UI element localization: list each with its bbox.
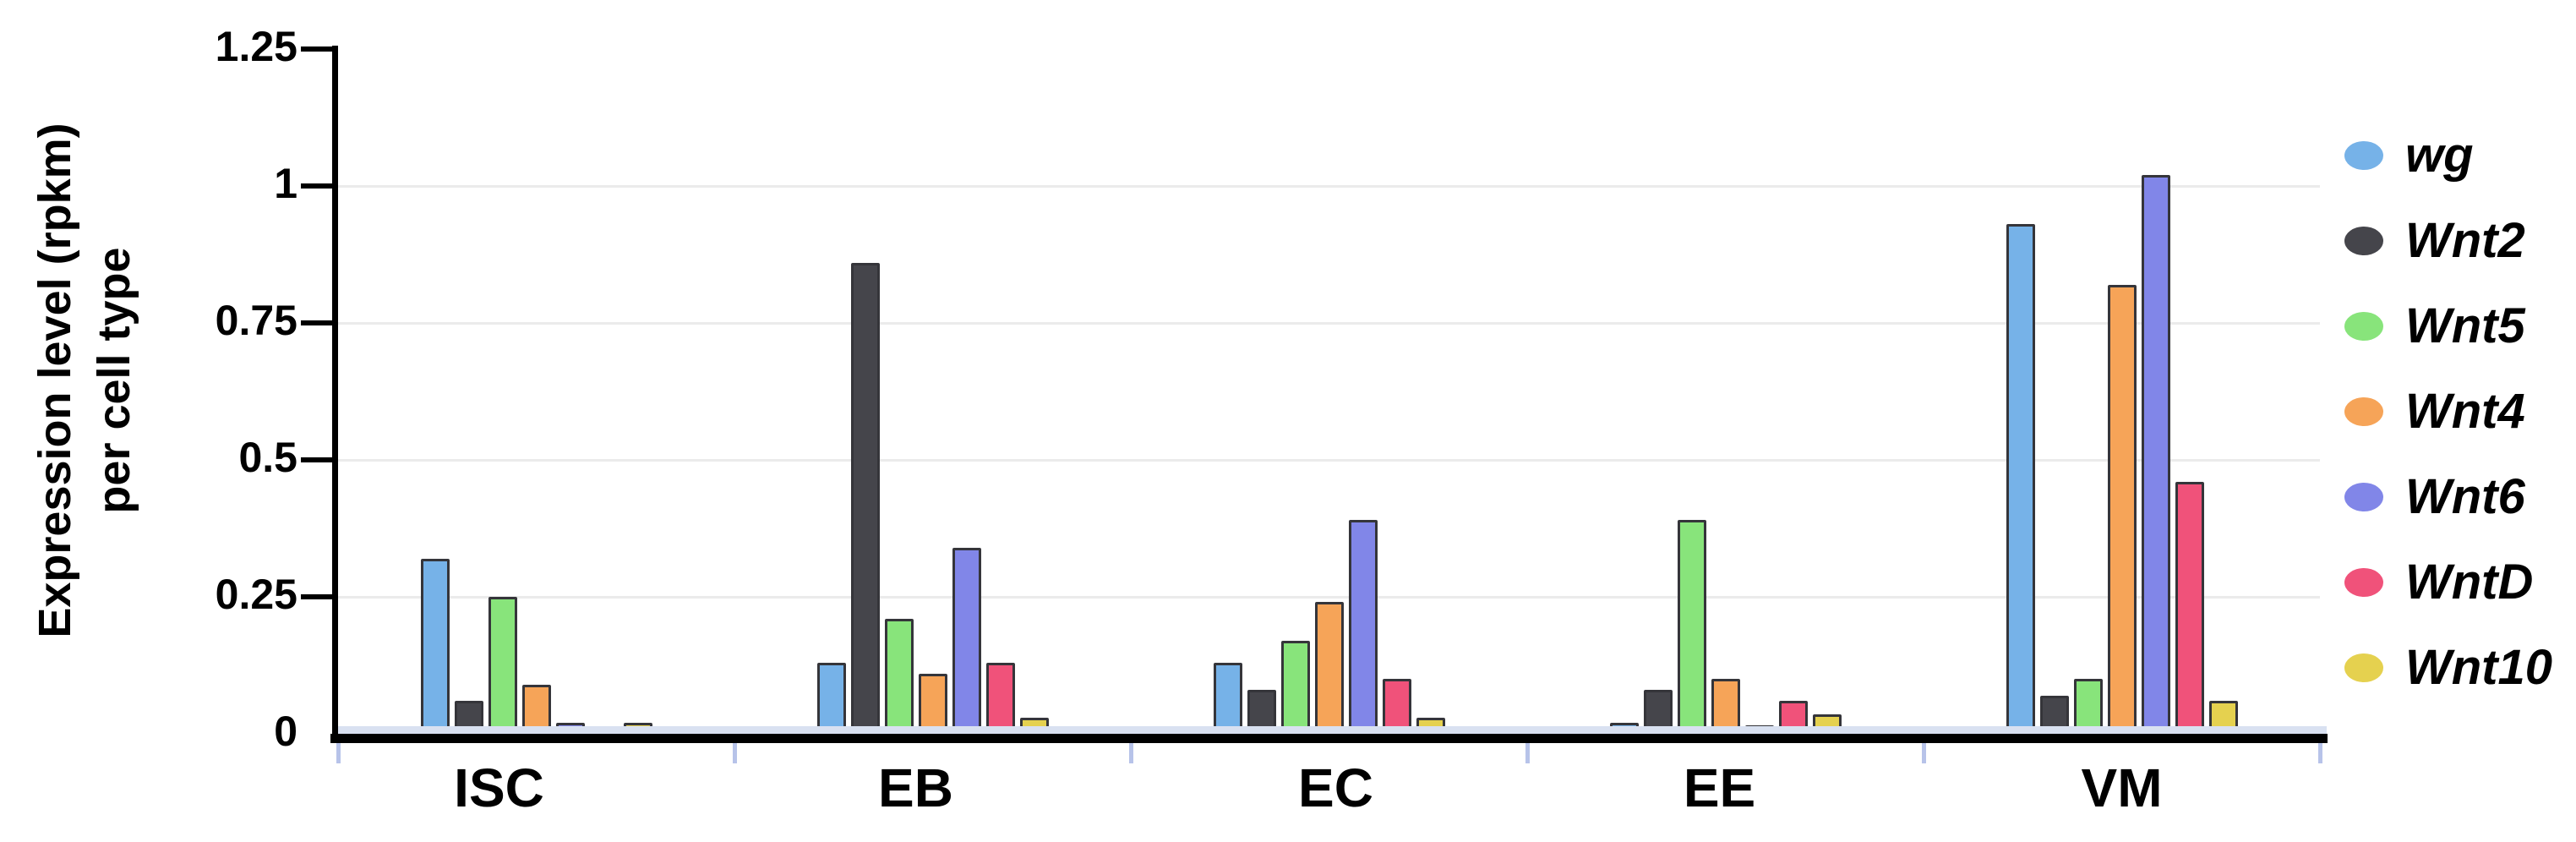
legend-label-Wnt2: Wnt2 (2405, 213, 2525, 268)
bar-wg-EC (1214, 662, 1242, 734)
legend-swatch-wg (2344, 141, 2383, 170)
bar-Wnt6-EC (1349, 520, 1378, 734)
y-tick-label-1: 1 (274, 160, 297, 207)
gridline-0.5 (338, 459, 2320, 462)
legend-item-Wnt10: Wnt10 (2341, 634, 2576, 702)
legend-label-Wnt6: Wnt6 (2405, 469, 2525, 524)
y-tick-0.5 (301, 457, 333, 462)
gridline-0.75 (338, 322, 2320, 325)
legend-label-Wnt5: Wnt5 (2405, 298, 2525, 353)
bar-wg-VM (2006, 224, 2035, 734)
x-category-label-ISC: ISC (454, 757, 544, 818)
legend-swatch-WntD (2344, 568, 2383, 597)
x-category-label-EB: EB (878, 757, 953, 818)
y-tick-label-0.5: 0.5 (238, 434, 297, 481)
legend: wg Wnt2 Wnt5 Wnt4 Wnt6 WntD Wnt10 (2341, 0, 2576, 842)
y-tick-label-0.75: 0.75 (215, 297, 297, 344)
bar-Wnt4-ISC (522, 684, 551, 734)
x-category-label-EC: EC (1298, 757, 1373, 818)
legend-label-Wnt10: Wnt10 (2405, 640, 2552, 695)
y-tick-label-0: 0 (274, 708, 297, 755)
bar-Wnt5-EE (1678, 520, 1706, 734)
group-boundary-tick-2 (1128, 743, 1133, 763)
group-boundary-tick-5 (2317, 743, 2322, 763)
group-boundary-tick-4 (1921, 743, 1926, 763)
y-axis-line (332, 46, 338, 743)
bar-Wnt2-EB (851, 262, 880, 734)
legend-label-wg: wg (2405, 128, 2474, 183)
bar-Wnt4-EE (1711, 679, 1740, 734)
legend-swatch-Wnt6 (2344, 483, 2383, 511)
legend-item-Wnt6: Wnt6 (2341, 463, 2576, 531)
bar-wg-ISC (421, 558, 450, 734)
legend-swatch-Wnt2 (2344, 227, 2383, 255)
bar-wg-EB (817, 662, 846, 734)
bar-Wnt5-EC (1281, 640, 1310, 734)
x-category-label-EE: EE (1683, 757, 1756, 818)
y-tick-0.25 (301, 594, 333, 599)
legend-swatch-Wnt4 (2344, 397, 2383, 426)
legend-item-WntD: WntD (2341, 549, 2576, 616)
group-boundary-tick-0 (336, 743, 341, 763)
legend-item-Wnt2: Wnt2 (2341, 207, 2576, 275)
x-category-label-VM: VM (2081, 757, 2163, 818)
legend-swatch-Wnt10 (2344, 653, 2383, 682)
y-tick-1 (301, 183, 333, 189)
bar-Wnt4-VM (2108, 284, 2137, 734)
bar-Wnt6-EB (952, 547, 981, 734)
gridline-1 (338, 185, 2320, 188)
y-tick-label-1.25: 1.25 (215, 23, 297, 70)
bar-WntD-VM (2175, 481, 2204, 734)
bar-Wnt5-EB (885, 618, 914, 734)
group-boundary-tick-1 (732, 743, 737, 763)
y-tick-label-0.25: 0.25 (215, 571, 297, 618)
group-boundary-tick-3 (1525, 743, 1530, 763)
x-axis-line (330, 734, 2328, 743)
legend-item-wg: wg (2341, 122, 2576, 189)
legend-item-Wnt5: Wnt5 (2341, 293, 2576, 360)
bar-WntD-EB (986, 662, 1015, 734)
gridline-0.25 (338, 596, 2320, 599)
legend-label-WntD: WntD (2405, 555, 2534, 610)
bar-WntD-EC (1383, 679, 1411, 734)
bar-Wnt5-ISC (488, 597, 517, 734)
legend-swatch-Wnt5 (2344, 312, 2383, 341)
legend-item-Wnt4: Wnt4 (2341, 378, 2576, 446)
bar-Wnt4-EB (919, 673, 947, 734)
zero-baseline-strip (334, 726, 2327, 734)
y-tick-0.75 (301, 320, 333, 325)
bar-Wnt4-EC (1315, 602, 1344, 734)
y-tick-1.25 (301, 46, 333, 52)
bar-Wnt6-VM (2142, 175, 2170, 734)
legend-label-Wnt4: Wnt4 (2405, 384, 2525, 439)
